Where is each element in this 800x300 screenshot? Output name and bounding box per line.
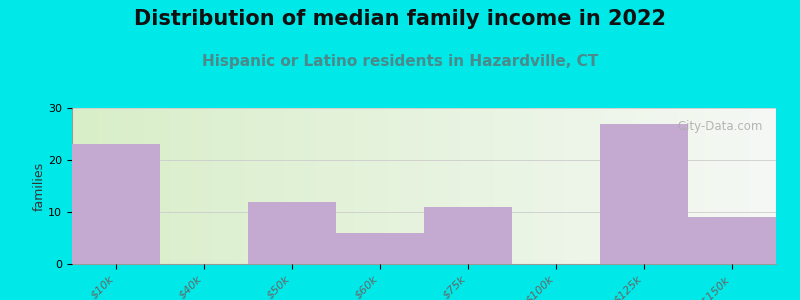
Bar bbox=[248, 202, 336, 264]
Text: City-Data.com: City-Data.com bbox=[674, 121, 762, 134]
Text: Distribution of median family income in 2022: Distribution of median family income in … bbox=[134, 9, 666, 29]
Text: Hispanic or Latino residents in Hazardville, CT: Hispanic or Latino residents in Hazardvi… bbox=[202, 54, 598, 69]
Bar bbox=[72, 144, 160, 264]
Bar bbox=[424, 207, 512, 264]
Bar bbox=[600, 124, 688, 264]
Bar bbox=[688, 217, 776, 264]
Y-axis label: families: families bbox=[32, 161, 46, 211]
Bar bbox=[336, 233, 424, 264]
